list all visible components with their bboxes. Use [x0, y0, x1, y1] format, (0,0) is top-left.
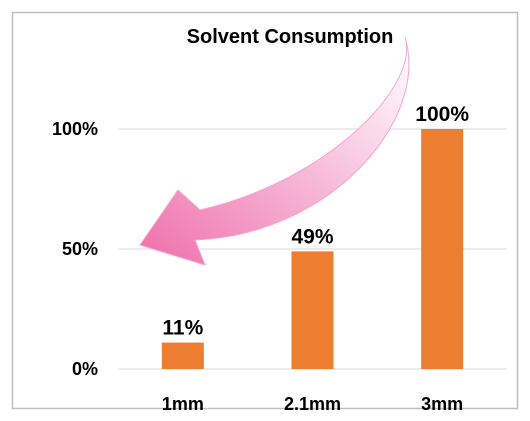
- y-tick-labels: 0% 50% 100%: [52, 119, 98, 379]
- y-tick-label: 0%: [72, 359, 98, 379]
- x-tick-label: 2.1mm: [284, 394, 341, 414]
- x-tick-labels: 1mm 2.1mm 3mm: [162, 394, 463, 414]
- curved-arrow-annotation: [139, 36, 410, 266]
- bar-3mm: [421, 129, 464, 369]
- bar-1mm: [161, 342, 204, 369]
- data-label: 100%: [415, 103, 469, 126]
- y-tick-label: 100%: [52, 119, 98, 139]
- bars: [161, 129, 464, 369]
- y-tick-label: 50%: [62, 239, 98, 259]
- data-label: 49%: [291, 225, 333, 248]
- chart-title: Solvent Consumption: [187, 26, 394, 48]
- data-label: 11%: [162, 317, 203, 340]
- x-tick-label: 1mm: [162, 394, 204, 414]
- x-tick-label: 3mm: [421, 394, 463, 414]
- bar-2.1mm: [291, 251, 334, 369]
- data-labels: 11% 49% 100%: [162, 103, 469, 340]
